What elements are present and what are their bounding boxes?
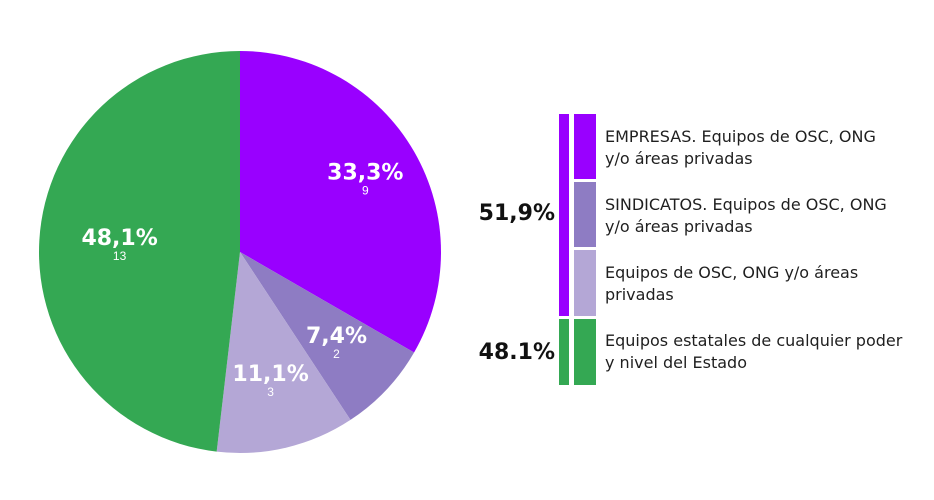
pie-slice-2 (240, 252, 415, 420)
legend-swatch-osc-ong (574, 250, 596, 316)
legend-label-empresas: EMPRESAS. Equipos de OSC, ONG y/o áreas … (605, 127, 876, 168)
legend-label-sindicatos: SINDICATOS. Equipos de OSC, ONG y/o área… (605, 195, 887, 236)
slice-percent-label: 7,4% (306, 324, 367, 349)
group-bar-state (559, 319, 569, 385)
slice-percent-label: 11,1% (232, 362, 308, 387)
slice-percent-label: 48,1% (81, 226, 157, 251)
legend-label-osc-ong: Equipos de OSC, ONG y/o áreas privadas (605, 263, 859, 304)
legend-label-estatales: Equipos estatales de cualquier poder y n… (605, 331, 903, 372)
slice-count-label: 2 (333, 347, 340, 361)
slice-percent-label: 33,3% (327, 161, 403, 186)
group-percent-private: 51,9% (478, 201, 555, 226)
pie-slice-labels: 33,3%9 7,4%2 11,1%3 48,1%13 (81, 161, 403, 399)
legend-swatch-estatales (574, 319, 596, 385)
legend-swatch-empresas (574, 114, 596, 179)
slice-count-label: 3 (267, 385, 274, 399)
pie-slice-3 (216, 252, 351, 453)
pie-slice-4 (39, 51, 240, 452)
group-percent-state: 48.1% (478, 340, 555, 365)
pie-slice-1 (240, 51, 441, 353)
pie-slices (39, 51, 441, 453)
group-bar-private (559, 114, 569, 316)
slice-count-label: 9 (362, 184, 369, 198)
slice-count-label: 13 (113, 249, 127, 263)
legend-swatch-sindicatos (574, 182, 596, 247)
